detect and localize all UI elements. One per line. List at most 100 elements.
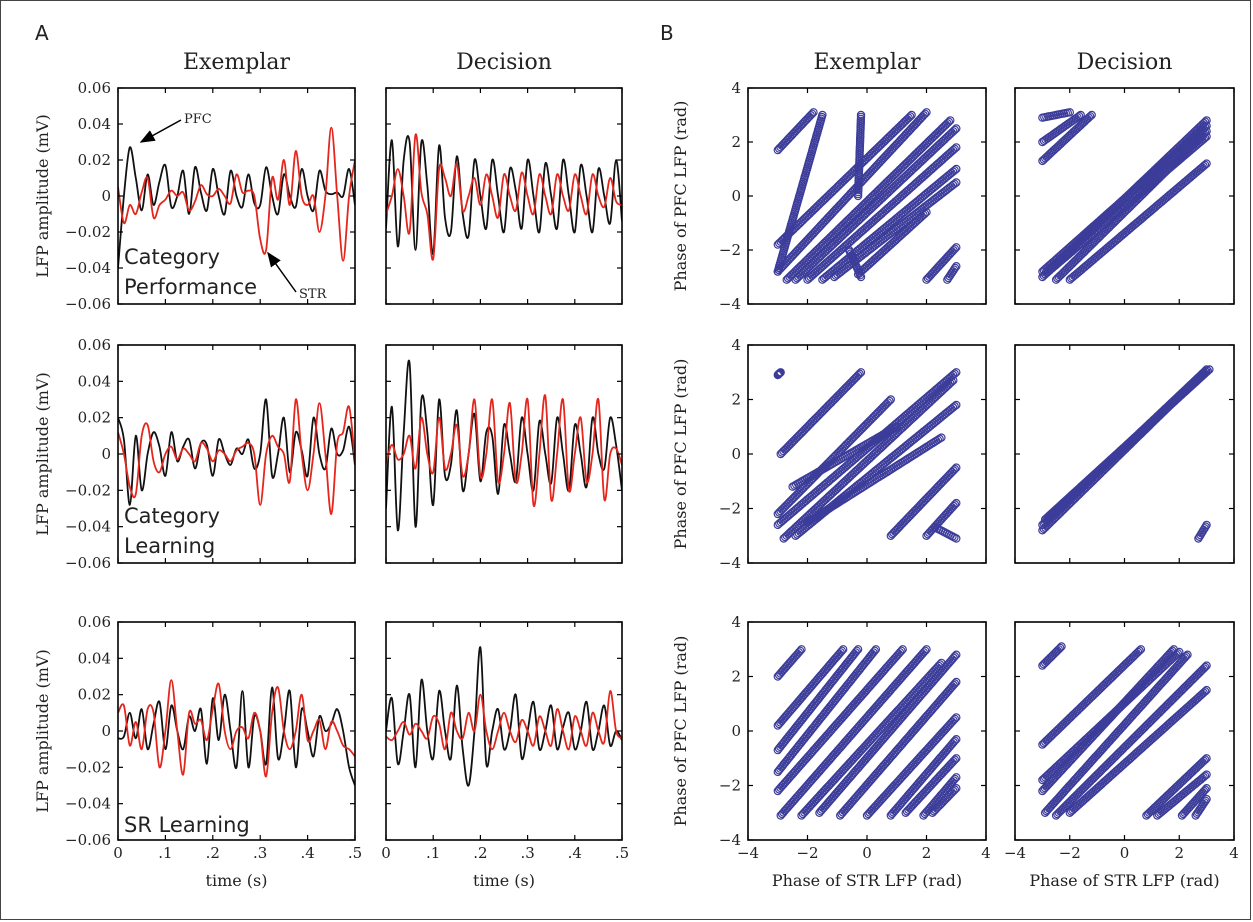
scatter-point [841, 195, 850, 204]
pfc-arrow [139, 119, 182, 143]
scatter-point [823, 235, 832, 245]
scatter-point [938, 798, 947, 807]
scatter-point [904, 157, 913, 166]
scatter-point [918, 142, 928, 152]
scatter-point [879, 402, 888, 411]
scatter-point [1171, 691, 1181, 701]
scatter-point [898, 119, 908, 128]
scatter-point [830, 395, 839, 404]
scatter-point [828, 230, 838, 239]
scatter-point [833, 226, 842, 235]
scatter-point [806, 476, 815, 485]
scatter-point [846, 213, 855, 222]
scatter-point [825, 233, 835, 242]
y-tick-label: −0.02 [65, 481, 111, 499]
scatter-point [952, 262, 961, 271]
scatter-point [814, 244, 823, 253]
scatter-point [805, 252, 815, 262]
scatter-point [855, 369, 864, 378]
col-title-a-exemplar: Exemplar [183, 50, 291, 75]
scatter-point [830, 451, 840, 461]
scatter-point [787, 438, 797, 447]
scatter-point [914, 147, 923, 156]
subplot-a-1-0: 0.06 0.04 0.02 0 −0.02 −0.04 −0.06 LFP amplitud… [33, 336, 356, 572]
scatter-point [914, 116, 923, 126]
scatter-point [875, 406, 884, 416]
scatter-point [940, 135, 949, 144]
scatter-point [847, 212, 857, 221]
scatter-point [817, 241, 826, 251]
scatter-point [916, 157, 926, 166]
row-label: Learning [124, 534, 215, 558]
scatter-point [843, 216, 852, 225]
scatter-point [921, 140, 930, 149]
scatter-point [941, 120, 951, 129]
scatter-point [822, 460, 831, 469]
scatter-point [840, 175, 849, 184]
scatter-point [773, 240, 783, 249]
scatter-point [806, 419, 815, 429]
scatter-point [895, 165, 904, 174]
scatter-point [871, 645, 881, 654]
scatter-point [835, 389, 845, 398]
scatter-point [904, 168, 914, 178]
scatter-point [885, 396, 894, 406]
y-tick-label: 4 [731, 336, 741, 354]
scatter-point [837, 444, 847, 453]
scatter-point [1057, 642, 1066, 651]
scatter-point [830, 185, 839, 194]
scatter-point [906, 112, 915, 121]
scatter-point [942, 473, 951, 482]
scatter-point [832, 450, 841, 459]
scatter-point [848, 221, 858, 230]
subplot-a-0-1 [385, 87, 623, 305]
scatter-point [908, 152, 917, 162]
series-line-str [118, 398, 355, 515]
scatter-point [912, 148, 922, 157]
scatter-point [836, 446, 845, 455]
scatter-point [814, 411, 824, 420]
scatter-point [796, 646, 805, 656]
scatter-point [1199, 664, 1209, 673]
scatter-point [1055, 807, 1065, 816]
scatter-point [783, 499, 793, 508]
scatter-point [938, 136, 948, 146]
x-tick-label: −2 [1059, 844, 1081, 862]
scatter-point [952, 650, 961, 659]
scatter-point [852, 430, 861, 439]
series-line-pfc [386, 135, 622, 255]
scatter-point [887, 130, 896, 139]
x-tick-label: 2 [922, 844, 932, 862]
y-tick-label: 0.06 [78, 79, 111, 97]
scatter-point [894, 166, 903, 176]
x-tick-label: 0 [1120, 844, 1130, 862]
scatter-point [797, 270, 806, 279]
scatter-point [849, 433, 858, 442]
scatter-point [932, 804, 941, 813]
scatter-point [788, 226, 797, 235]
scatter-point [901, 420, 910, 429]
scatter-point [799, 426, 808, 436]
scatter-point [883, 398, 893, 407]
y-tick-label: 0 [731, 187, 741, 205]
scatter-point [823, 459, 833, 468]
scatter-point [890, 527, 900, 536]
scatter-point [785, 229, 794, 238]
pfc-annotation: PFC [184, 112, 212, 127]
scatter-point [910, 506, 919, 516]
y-tick-label: −4 [719, 295, 741, 313]
scatter-point [925, 135, 935, 145]
scatter-point [949, 245, 958, 255]
scatter-point [860, 210, 870, 219]
y-tick-label: −0.04 [65, 259, 111, 277]
scatter-point [890, 141, 900, 151]
scatter-point [896, 521, 905, 530]
scatter-point [799, 483, 808, 493]
scatter-point [820, 247, 830, 257]
scatter-point [879, 180, 888, 190]
x-tick-label: .4 [300, 844, 314, 862]
x-tick-label: 2 [1174, 844, 1184, 862]
scatter-point [855, 463, 864, 472]
series-line-str [118, 679, 355, 778]
scatter-point [950, 125, 960, 135]
